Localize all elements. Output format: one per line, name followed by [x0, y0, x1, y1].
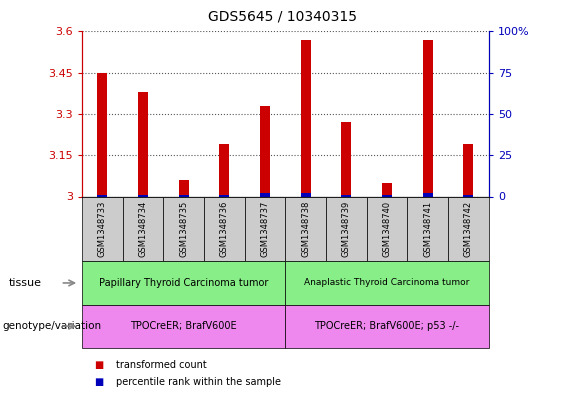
Text: GSM1348736: GSM1348736: [220, 201, 229, 257]
Text: GSM1348735: GSM1348735: [179, 201, 188, 257]
Text: GSM1348740: GSM1348740: [383, 201, 392, 257]
Bar: [219, 195, 229, 196]
Bar: [301, 193, 311, 196]
Bar: [219, 144, 229, 196]
Text: GSM1348737: GSM1348737: [260, 201, 270, 257]
Bar: [463, 195, 473, 196]
Text: Papillary Thyroid Carcinoma tumor: Papillary Thyroid Carcinoma tumor: [99, 278, 268, 288]
Text: GDS5645 / 10340315: GDS5645 / 10340315: [208, 10, 357, 24]
Text: genotype/variation: genotype/variation: [3, 321, 102, 331]
Text: GSM1348734: GSM1348734: [138, 201, 147, 257]
Bar: [301, 40, 311, 197]
Text: GSM1348741: GSM1348741: [423, 201, 432, 257]
Bar: [260, 193, 270, 196]
Bar: [341, 195, 351, 196]
Text: percentile rank within the sample: percentile rank within the sample: [116, 377, 281, 387]
Bar: [97, 195, 107, 196]
Bar: [382, 183, 392, 196]
Bar: [423, 40, 433, 197]
Text: GSM1348739: GSM1348739: [342, 201, 351, 257]
Bar: [382, 195, 392, 196]
Bar: [138, 92, 148, 196]
Text: GSM1348742: GSM1348742: [464, 201, 473, 257]
Text: ■: ■: [94, 360, 103, 370]
Bar: [97, 73, 107, 196]
Bar: [179, 195, 189, 196]
Text: GSM1348738: GSM1348738: [301, 201, 310, 257]
Bar: [463, 144, 473, 196]
Bar: [423, 193, 433, 196]
Text: Anaplastic Thyroid Carcinoma tumor: Anaplastic Thyroid Carcinoma tumor: [305, 279, 470, 287]
Text: GSM1348733: GSM1348733: [98, 201, 107, 257]
Text: transformed count: transformed count: [116, 360, 207, 370]
Bar: [341, 122, 351, 196]
Text: TPOCreER; BrafV600E: TPOCreER; BrafV600E: [131, 321, 237, 331]
Bar: [138, 195, 148, 196]
Bar: [179, 180, 189, 196]
Text: TPOCreER; BrafV600E; p53 -/-: TPOCreER; BrafV600E; p53 -/-: [315, 321, 459, 331]
Text: ■: ■: [94, 377, 103, 387]
Text: tissue: tissue: [8, 278, 41, 288]
Bar: [260, 106, 270, 196]
